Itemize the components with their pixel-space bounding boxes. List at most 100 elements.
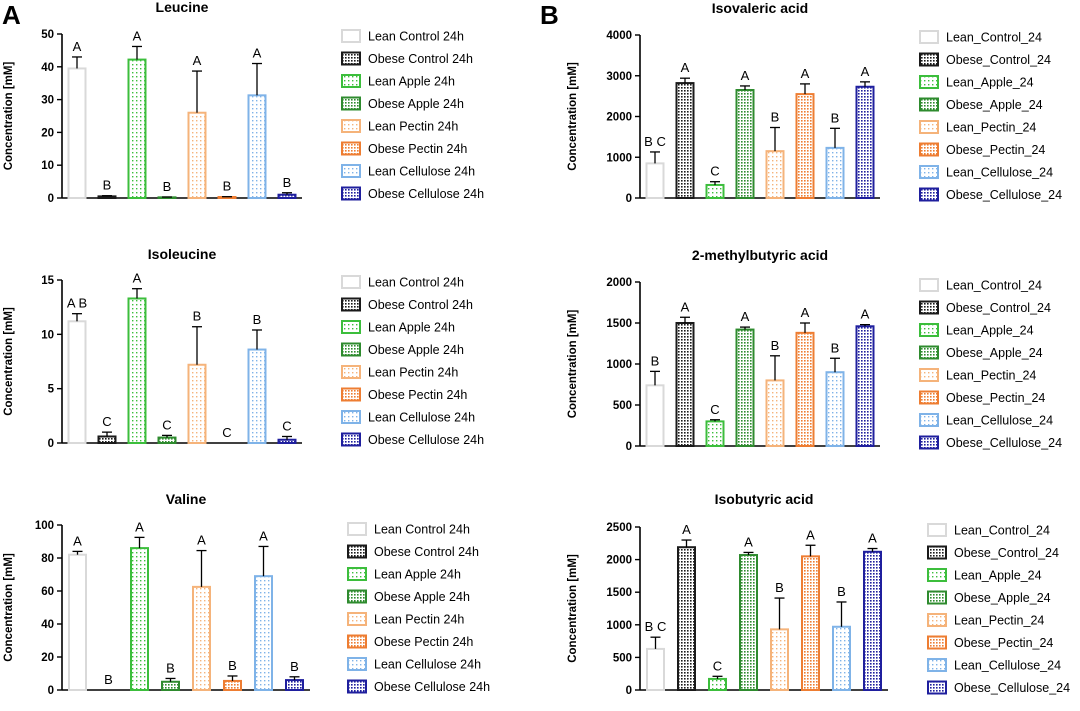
y-tick-label: 40 [41,62,54,74]
bar-2 [97,435,117,445]
significance-letter: A [197,533,206,548]
legend-label: Obese_Apple_24 [954,591,1051,605]
bar-3 [130,547,149,691]
bar-7 [247,94,267,199]
y-tick-label: 10 [41,329,54,341]
legend-label: Lean Control 24h [374,523,470,537]
bar-3 [705,420,725,447]
legend-swatch [919,165,939,179]
significance-letter: B [290,659,299,674]
panel-label-b: B [540,0,559,30]
y-axis-label: Concentration [mM] [567,310,579,419]
bar-3 [708,677,727,692]
significance-letter: B [831,110,840,125]
legend-swatch [347,612,367,626]
y-tick-label: 80 [41,553,54,565]
y-axis-label: Concentration [mM] [567,554,579,663]
significance-letter: A [741,309,750,324]
legend-label: Lean Pectin 24h [368,366,458,380]
legend-label: Lean Apple 24h [368,75,455,89]
significance-letter: B C [644,134,666,149]
y-axis-label: Concentration [mM] [3,307,15,416]
legend-swatch [341,320,361,334]
legend-label: Lean Cellulose 24h [368,411,475,425]
bar-7 [254,575,273,692]
bar-7 [825,146,845,200]
bar-4 [161,680,180,691]
y-tick-label: 2000 [606,112,632,124]
significance-letter: B [775,580,784,595]
significance-letter: A [806,527,815,542]
bar-1 [67,67,87,199]
chart-3: Valine Concentration [mM] 0 20 40 60 80 100 A B A B… [3,491,490,697]
bar-4 [739,554,758,692]
significance-letter: B [837,584,846,599]
significance-letter: A [133,28,142,43]
bar-8 [285,679,304,691]
y-tick-label: 0 [626,685,632,697]
bar-4 [735,89,755,199]
legend-swatch [347,589,367,604]
y-tick-label: 1500 [606,318,632,330]
legend-label: Obese Control 24h [374,545,479,559]
significance-letter: A [868,531,877,546]
significance-letter: A [741,68,750,83]
y-tick-label: 1000 [606,152,632,164]
legend-swatch [341,186,361,201]
significance-letter: C [282,418,291,433]
legend-swatch [919,278,939,292]
bar-4 [735,328,755,447]
y-tick-label: 30 [41,95,54,107]
bar-6 [801,555,820,692]
legend-label: Obese Cellulose 24h [368,187,484,201]
significance-letter: B [831,340,840,355]
y-tick-label: 60 [41,586,54,598]
bar-5 [770,628,789,692]
significance-letter: B [771,338,780,353]
legend-label: Obese Pectin 24h [374,635,473,649]
bar-1 [68,553,87,692]
legend-swatch [919,187,939,202]
y-tick-label: 1000 [606,359,632,371]
chart-1: Leucine Concentration [mM] 0 10 20 30 40 50 A B A B… [3,0,484,205]
legend-swatch [919,345,939,360]
legend-swatch [919,435,939,450]
significance-letter: A [861,64,870,79]
bar-1 [645,162,665,200]
legend-label: Obese Cellulose 24h [374,680,490,694]
significance-letter: B [103,178,112,193]
significance-letter: A [133,271,142,286]
bar-3 [127,58,147,199]
legend-label: Lean_Cellulose_24 [946,166,1053,180]
significance-letter: B [253,312,262,327]
legend-label: Obese_Apple_24 [946,346,1043,360]
significance-letter: A [253,46,262,61]
legend-swatch [927,545,947,560]
bar-2 [677,546,696,691]
legend-swatch [341,410,361,424]
chart-title: Isobutyric acid [715,491,814,507]
y-tick-label: 1000 [606,620,632,632]
significance-letter: A B [67,296,87,311]
significance-letter: C [102,414,111,429]
chart-title: Isoleucine [148,246,217,262]
legend-label: Lean Pectin 24h [368,120,458,134]
bar-8 [863,550,882,691]
significance-letter: A [135,519,144,534]
significance-letter: C [222,425,231,440]
bar-6 [223,679,242,691]
significance-letter: A [801,66,810,81]
bar-2 [97,195,117,200]
chart-5: 2-methylbutyric acid Concentration [mM] 0 5… [567,247,1062,453]
chart-title: Valine [166,491,207,507]
legend-swatch [341,96,361,111]
legend-swatch [919,97,939,112]
legend-swatch [919,142,939,157]
significance-letter: B [163,179,172,194]
legend-label: Obese Pectin 24h [368,142,467,156]
significance-letter: B [651,353,660,368]
legend-label: Obese_Pectin_24 [954,636,1053,650]
legend-label: Obese Control 24h [368,298,473,312]
bar-3 [127,297,147,444]
